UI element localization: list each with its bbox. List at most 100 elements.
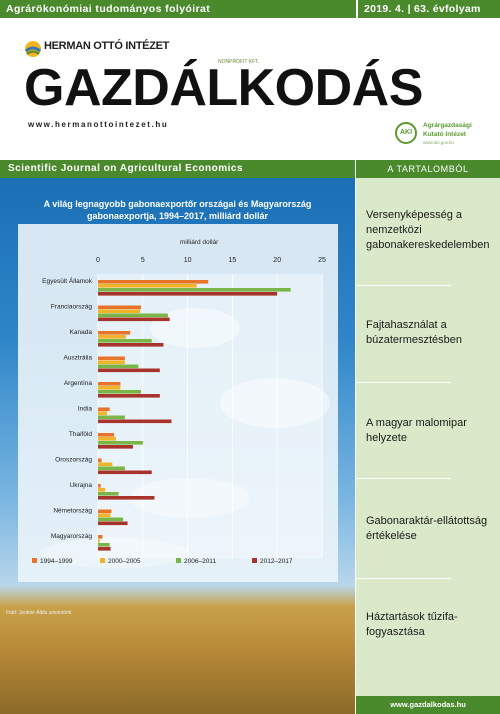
legend-label: 2000–2005 bbox=[108, 558, 141, 565]
aki-url: www.aki.gov.hu bbox=[423, 140, 454, 145]
article-divider bbox=[356, 578, 451, 579]
herman-otto-logo-icon bbox=[25, 41, 41, 57]
bar bbox=[98, 284, 197, 288]
bar bbox=[98, 509, 112, 514]
bar bbox=[98, 407, 110, 412]
bar bbox=[98, 488, 106, 492]
category-label: Franciaország bbox=[51, 304, 93, 311]
category-label: Ausztrália bbox=[63, 355, 92, 362]
english-subtitle: Scientific Journal on Agricultural Econo… bbox=[8, 163, 244, 174]
bar bbox=[98, 309, 141, 314]
bar bbox=[98, 343, 164, 347]
category-label: Magyarország bbox=[51, 533, 93, 540]
category-label: India bbox=[78, 406, 92, 413]
bar bbox=[98, 539, 100, 543]
bar bbox=[98, 356, 125, 361]
bar bbox=[98, 335, 126, 339]
photo-credit: Fotó: Jenkier Attila szerintünk bbox=[6, 610, 72, 616]
aki-badge-icon: AKI bbox=[395, 122, 417, 144]
article-4[interactable]: Gabonaraktár-ellátottság értékelése bbox=[366, 515, 488, 542]
bar bbox=[98, 466, 125, 471]
bar bbox=[98, 280, 209, 284]
aki-line1: Agrárgazdasági bbox=[423, 122, 472, 129]
article-2[interactable]: Fajtahasználat a búzatermesztésben bbox=[366, 319, 462, 346]
institute-url: www.hermanottointezet.hu bbox=[28, 120, 169, 129]
bar bbox=[98, 288, 291, 292]
bar bbox=[98, 386, 121, 390]
bar bbox=[98, 521, 128, 526]
plot-area bbox=[98, 274, 322, 559]
masthead-title: GAZDÁLKODÁS bbox=[24, 59, 423, 117]
category-label: Oroszország bbox=[55, 457, 92, 464]
x-tick-label: 0 bbox=[96, 257, 100, 264]
x-tick-label: 25 bbox=[318, 257, 326, 264]
bar bbox=[98, 394, 160, 398]
bar bbox=[98, 492, 119, 496]
bar bbox=[98, 470, 152, 475]
bar bbox=[98, 484, 101, 488]
footer-url[interactable]: www.gazdalkodas.hu bbox=[356, 696, 500, 714]
article-divider bbox=[356, 478, 451, 479]
bar bbox=[98, 513, 111, 518]
legend-label: 2006–2011 bbox=[184, 558, 216, 565]
category-label: Egyesült Államok bbox=[42, 276, 93, 285]
bar bbox=[98, 292, 278, 296]
bar bbox=[98, 390, 142, 394]
bar bbox=[98, 517, 124, 522]
chart-title-line1: A világ legnagyobb gabonaexportőr ország… bbox=[43, 199, 312, 209]
bar-chart: milliárd dollár 0 5 10 15 20 25 Egyesült Államo… bbox=[32, 239, 326, 565]
legend-swatch bbox=[176, 558, 181, 563]
english-subtitle-bar: Scientific Journal on Agricultural Econo… bbox=[0, 160, 355, 178]
bar bbox=[98, 433, 115, 437]
bar bbox=[98, 441, 143, 445]
contents-heading: A TARTALOMBÓL bbox=[356, 160, 500, 178]
article-5[interactable]: Háztartások tűzifa-fogyasztása bbox=[366, 611, 458, 638]
x-tick-label: 10 bbox=[184, 257, 192, 264]
category-label: Kanada bbox=[70, 329, 93, 336]
bar bbox=[98, 535, 103, 539]
journal-subtitle: Agrárökonómiai tudományos folyóirat bbox=[6, 3, 211, 15]
bar bbox=[98, 305, 142, 310]
aki-line2: Kutató Intézet bbox=[423, 131, 466, 138]
bar bbox=[98, 445, 133, 449]
aki-logo: AKI Agrárgazdasági Kutató Intézet www.ak… bbox=[395, 120, 485, 150]
contents-sidebar: A TARTALOMBÓL Versenyképesség a nemzetkö… bbox=[356, 160, 500, 714]
cover-photo: A világ legnagyobb gabonaexportőr ország… bbox=[0, 178, 355, 714]
bar bbox=[98, 496, 155, 500]
x-axis-label: milliárd dollár bbox=[180, 239, 219, 246]
bar bbox=[98, 364, 139, 369]
bar bbox=[98, 458, 102, 463]
header bbox=[0, 18, 500, 160]
bar bbox=[98, 411, 107, 416]
article-divider bbox=[356, 382, 451, 383]
legend-label: 1994–1999 bbox=[40, 558, 73, 565]
bar bbox=[98, 547, 111, 551]
bar bbox=[98, 331, 131, 335]
issue-info: 2019. 4. | 63. évfolyam bbox=[364, 3, 481, 15]
bar bbox=[98, 415, 125, 420]
category-label: Thaiföld bbox=[69, 431, 93, 438]
x-tick-label: 20 bbox=[273, 257, 281, 264]
article-divider bbox=[356, 285, 451, 286]
category-label: Ukrajna bbox=[70, 482, 93, 489]
article-1[interactable]: Versenyképesség a nemzetközi gabonakeres… bbox=[366, 209, 490, 251]
top-bar: Agrárökonómiai tudományos folyóirat 2019… bbox=[0, 0, 500, 18]
bar bbox=[98, 368, 160, 373]
article-3[interactable]: A magyar malomipar helyzete bbox=[366, 417, 467, 444]
chart-panel: milliárd dollár 0 5 10 15 20 25 Egyesült Államo… bbox=[18, 224, 338, 582]
bar bbox=[98, 317, 170, 322]
legend-swatch bbox=[252, 558, 257, 563]
bar bbox=[98, 339, 152, 343]
legend-label: 2012–2017 bbox=[260, 558, 293, 565]
bar bbox=[98, 437, 116, 441]
bar bbox=[98, 543, 110, 547]
legend-swatch bbox=[100, 558, 105, 563]
bar bbox=[98, 360, 125, 365]
x-tick-label: 15 bbox=[229, 257, 237, 264]
logo-text: HERMAN OTTÓ INTÉZET bbox=[44, 40, 170, 52]
chart-title: A világ legnagyobb gabonaexportőr ország… bbox=[0, 198, 355, 222]
legend-swatch bbox=[32, 558, 37, 563]
category-label: Németország bbox=[53, 508, 92, 515]
bar bbox=[98, 462, 113, 467]
bar bbox=[98, 382, 121, 386]
